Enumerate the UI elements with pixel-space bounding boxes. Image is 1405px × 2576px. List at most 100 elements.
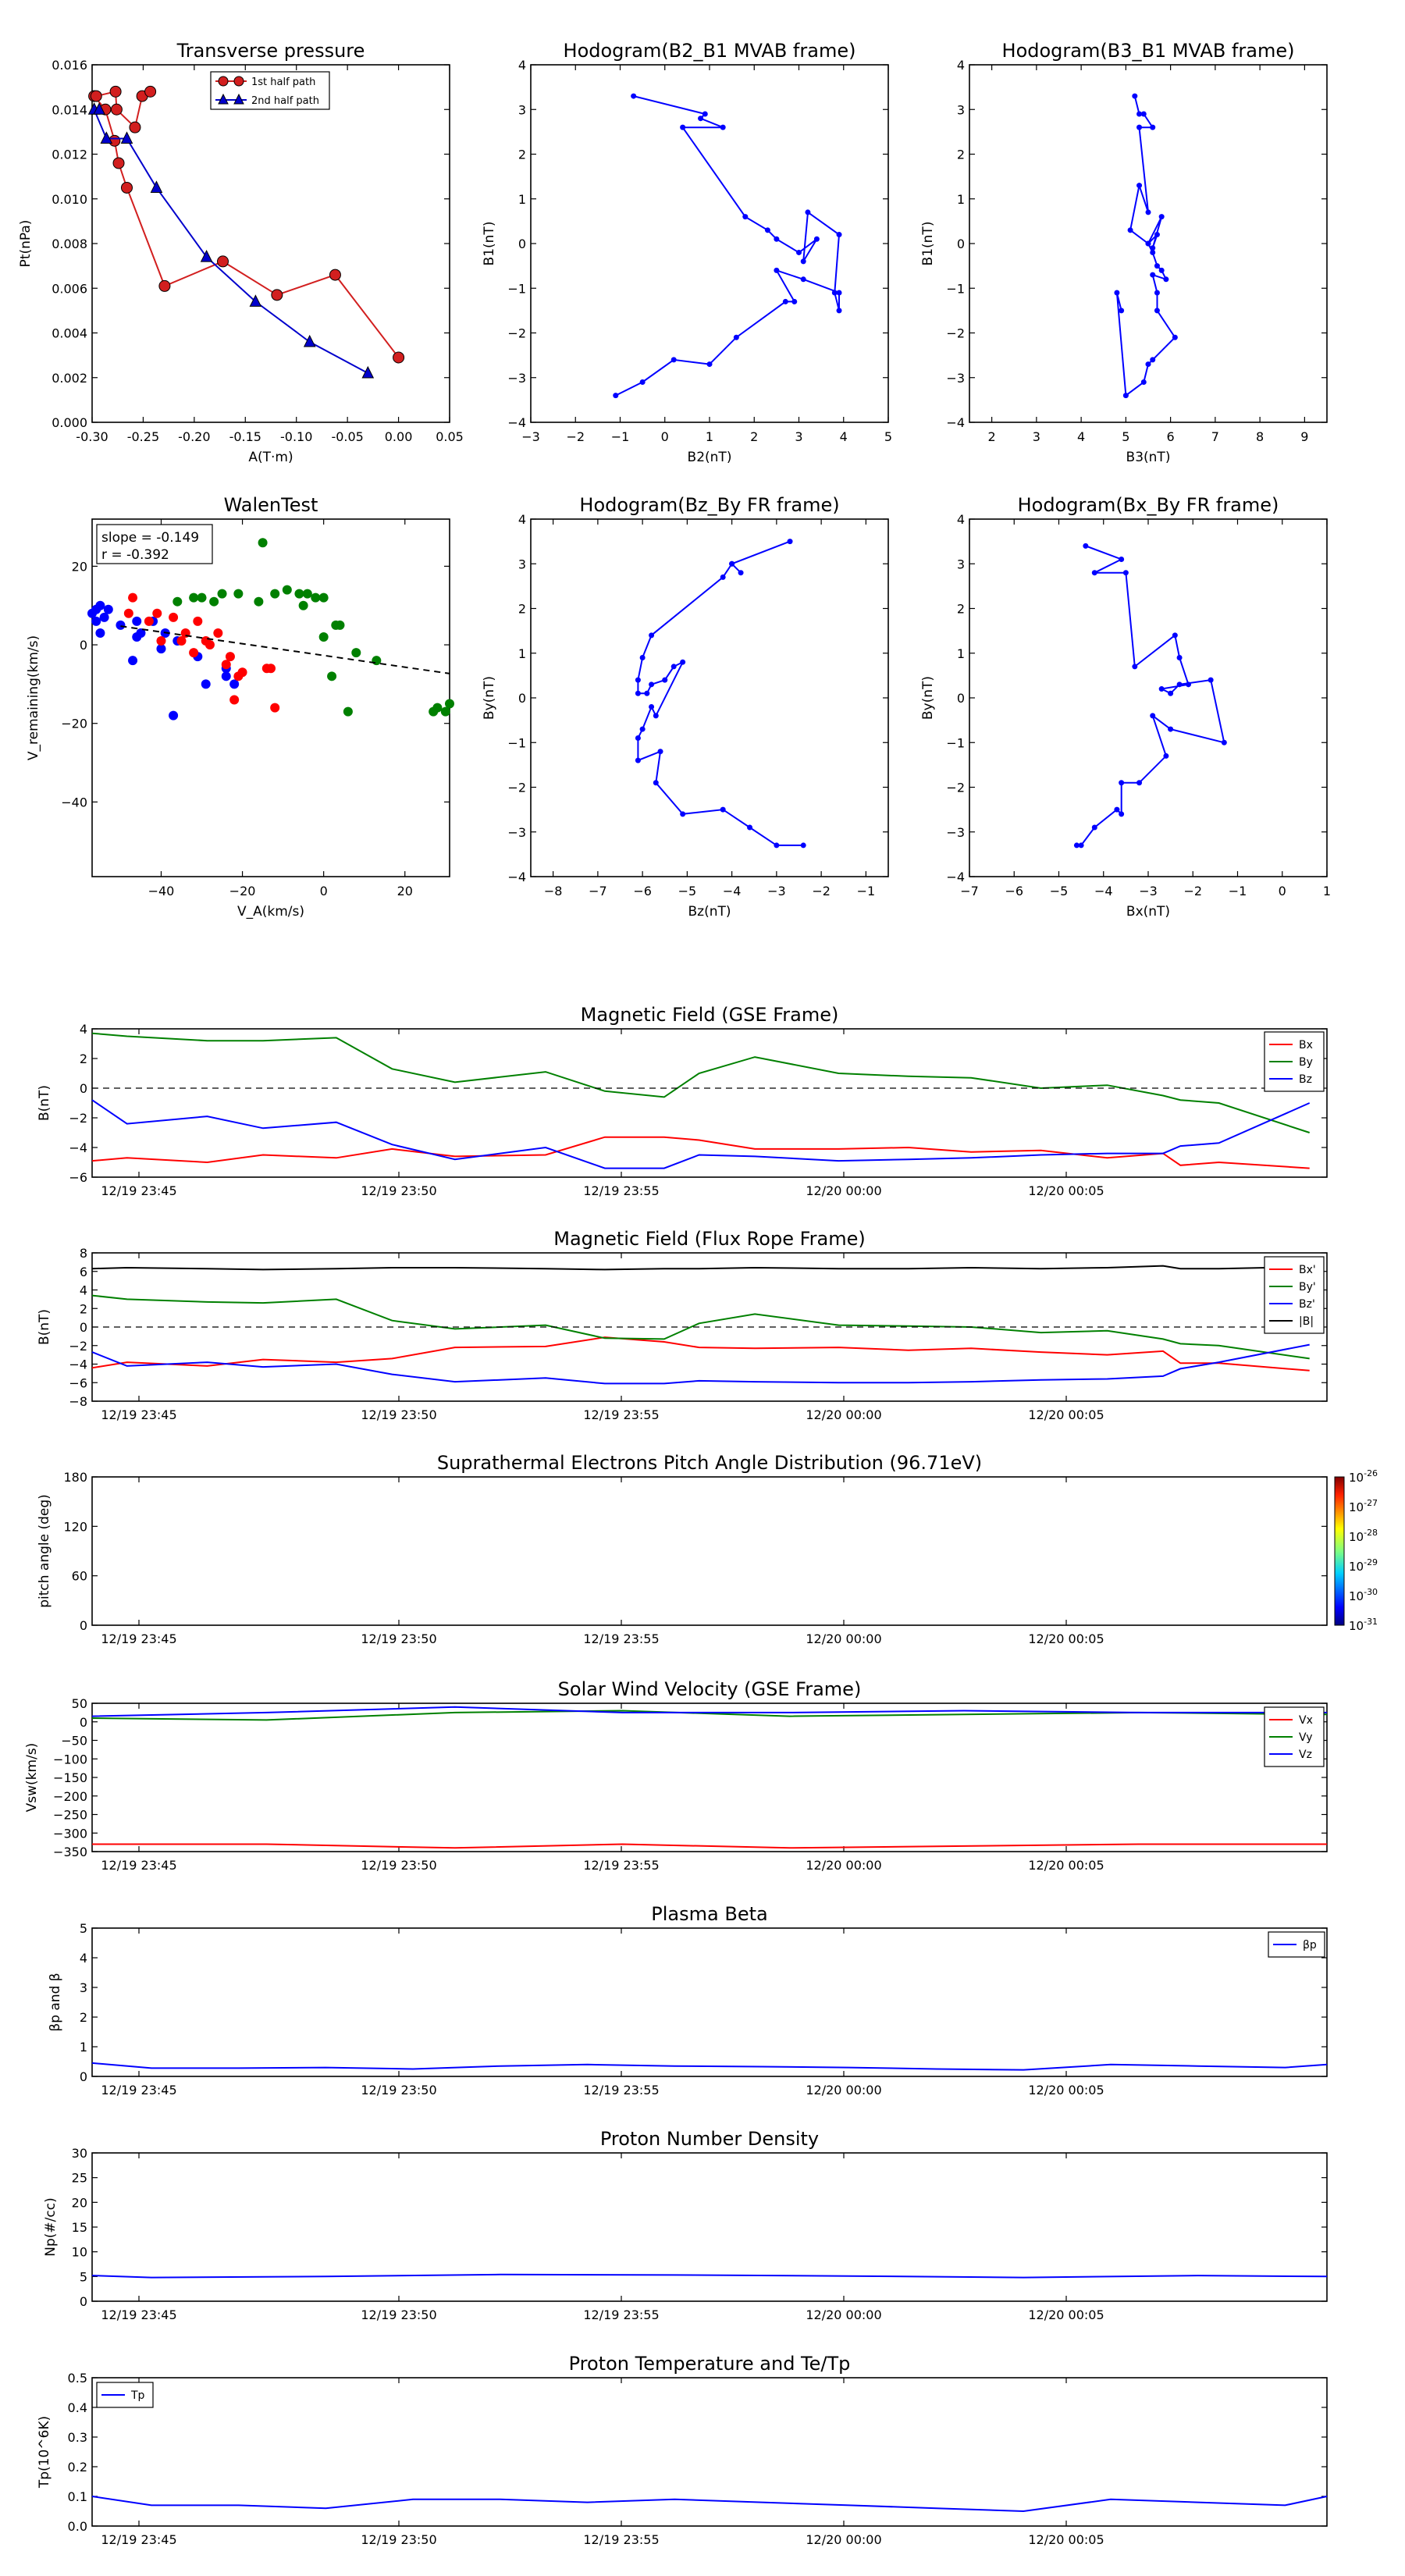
legend-marker [233,93,244,105]
plasma-beta-ylabel: βp and β [48,1973,63,2031]
transverse-pressure-xtick-label: -0.05 [331,429,363,444]
hodogram-bz-by-ylabel: By(nT) [482,676,497,720]
hodogram-bx-by-xtick-label: −4 [1094,884,1113,898]
colorbar-label: 10-30 [1349,1587,1378,1603]
transverse-pressure-point [110,103,123,116]
hodogram-bz-by-point [729,560,735,567]
plasma-beta-frame [91,1927,1328,2077]
walen-test-point [270,589,280,599]
transverse-pressure-point [393,351,405,364]
hodogram-bx-by-point [1119,811,1125,817]
hodogram-b2-b1-point [800,276,806,283]
hodogram-bx-by-point [1073,842,1080,849]
mag-gse-xtick-label: 12/19 23:55 [583,1183,659,1198]
hodogram-b3-b1-point [1158,267,1165,273]
hodogram-b3-b1-point [1154,308,1160,314]
hodogram-b2-b1-xtick-label: −3 [521,429,540,444]
hodogram-bz-by-point [680,659,686,665]
hodogram-b2-b1-point [680,124,686,130]
walen-test-point [298,600,308,610]
hodogram-bz-by-point [747,824,753,831]
transverse-pressure-point [93,102,105,115]
hodogram-bx-by-ytick-label: −4 [946,870,965,884]
plasma-beta-series-p [91,2062,1328,2071]
hodogram-bz-by-point [670,664,677,670]
sw-velocity-ytick-label: −200 [53,1789,87,1804]
hodogram-bx-by-ytick-label: 2 [957,602,965,617]
colorbar-label: 10-26 [1349,1468,1378,1485]
proton-temperature-title: Proton Temperature and Te/Tp [569,2353,851,2375]
hodogram-bz-by-point [649,703,655,710]
mag-fr-ytick-label: −4 [69,1357,87,1372]
legend-label: Bx [1299,1039,1313,1051]
hodogram-b2-b1-point [670,357,677,363]
proton-density-ytick-label: 20 [72,2195,87,2210]
pitch-angle-ylabel: pitch angle (deg) [37,1494,52,1608]
walen-test-xtick-label: −20 [229,884,256,898]
hodogram-bx-by-ytick-label: 3 [957,557,965,571]
hodogram-bx-by-ytick-label: −2 [946,781,965,795]
hodogram-b3-b1-point [1136,183,1143,189]
transverse-pressure-ytick-label: 0.014 [52,102,87,117]
hodogram-b3-b1-xlabel: B3(nT) [1126,450,1171,465]
walen-test-ytick-label: 0 [80,638,87,653]
sw-velocity-ytick-label: −300 [53,1826,87,1841]
transverse-pressure-series-1st-half-path [92,91,400,358]
walen-test-fit-line [120,625,450,674]
walen-test-point [91,616,101,626]
sw-velocity-frame [91,1703,1328,1852]
hodogram-bz-by-ytick-label: −2 [507,781,526,795]
hodogram-bz-by-xtick-label: −8 [544,884,563,898]
legend-label: |B| [1299,1315,1314,1328]
legend-label: Bx' [1299,1264,1316,1276]
hodogram-bx-by-point [1168,726,1174,732]
hodogram-b3-b1-point [1114,290,1120,296]
hodogram-bx-by-ytick-label: 0 [957,691,965,706]
proton-density-ytick-label: 25 [72,2171,87,2186]
hodogram-bz-by-xtick-label: −4 [723,884,742,898]
hodogram-bx-by-point [1132,664,1138,670]
walen-test-point [156,636,166,646]
mag-gse-ytick-label: −4 [69,1140,87,1155]
plasma-beta-ytick-label: 5 [80,1921,87,1936]
hodogram-bz-by-ytick-label: −1 [507,735,526,750]
mag-fr-ytick-label: 4 [80,1283,87,1298]
walen-test-ytick-label: 20 [72,559,87,574]
hodogram-bx-by-series-Bx_By [1076,545,1225,846]
hodogram-b2-b1-series-B2_B1 [615,95,841,397]
proton-density-xtick-label: 12/20 00:05 [1028,2307,1104,2322]
colorbar-exponent: -28 [1364,1528,1378,1538]
walen-test-annotation: slope = -0.149 [101,530,199,546]
pitch-angle-title: Suprathermal Electrons Pitch Angle Distr… [437,1452,982,1474]
sw-velocity-ytick-label: −350 [53,1845,87,1859]
hodogram-b2-b1-point [774,236,780,242]
walen-test-point [229,679,240,689]
hodogram-bz-by-xtick-label: −1 [857,884,876,898]
hodogram-bx-by-point [1186,681,1192,688]
hodogram-b3-b1-xtick-label: 9 [1300,429,1308,444]
walen-test-point [144,616,154,626]
hodogram-bx-by-title: Hodogram(Bx_By FR frame) [1018,494,1279,516]
hodogram-b3-b1-point [1136,111,1143,117]
colorbar-label: 10-31 [1349,1617,1378,1633]
hodogram-bz-by-point [662,677,668,683]
mag-fr-ytick-label: 8 [80,1246,87,1261]
mag-gse-ytick-label: 2 [80,1051,87,1066]
walen-test-point [311,592,321,603]
walen-test-point [221,660,231,670]
mag-fr-xtick-label: 12/19 23:45 [101,1407,176,1422]
legend-label: By' [1299,1281,1316,1293]
hodogram-b3-b1-point [1150,124,1156,130]
transverse-pressure-point [329,269,341,281]
walen-test-point [237,667,247,678]
walen-test-xtick-label: 0 [320,884,328,898]
hodogram-b3-b1-ytick-label: −1 [946,281,965,296]
hodogram-bx-by-point [1221,739,1227,745]
walen-test-point [193,616,203,626]
hodogram-bx-by-ytick-label: 1 [957,646,965,661]
legend-label: βp [1303,1939,1317,1952]
hodogram-b3-b1-xtick-label: 2 [988,429,996,444]
hodogram-b2-b1-xtick-label: 3 [795,429,802,444]
hodogram-b3-b1-point [1150,245,1156,251]
hodogram-b2-b1-point [836,308,842,314]
